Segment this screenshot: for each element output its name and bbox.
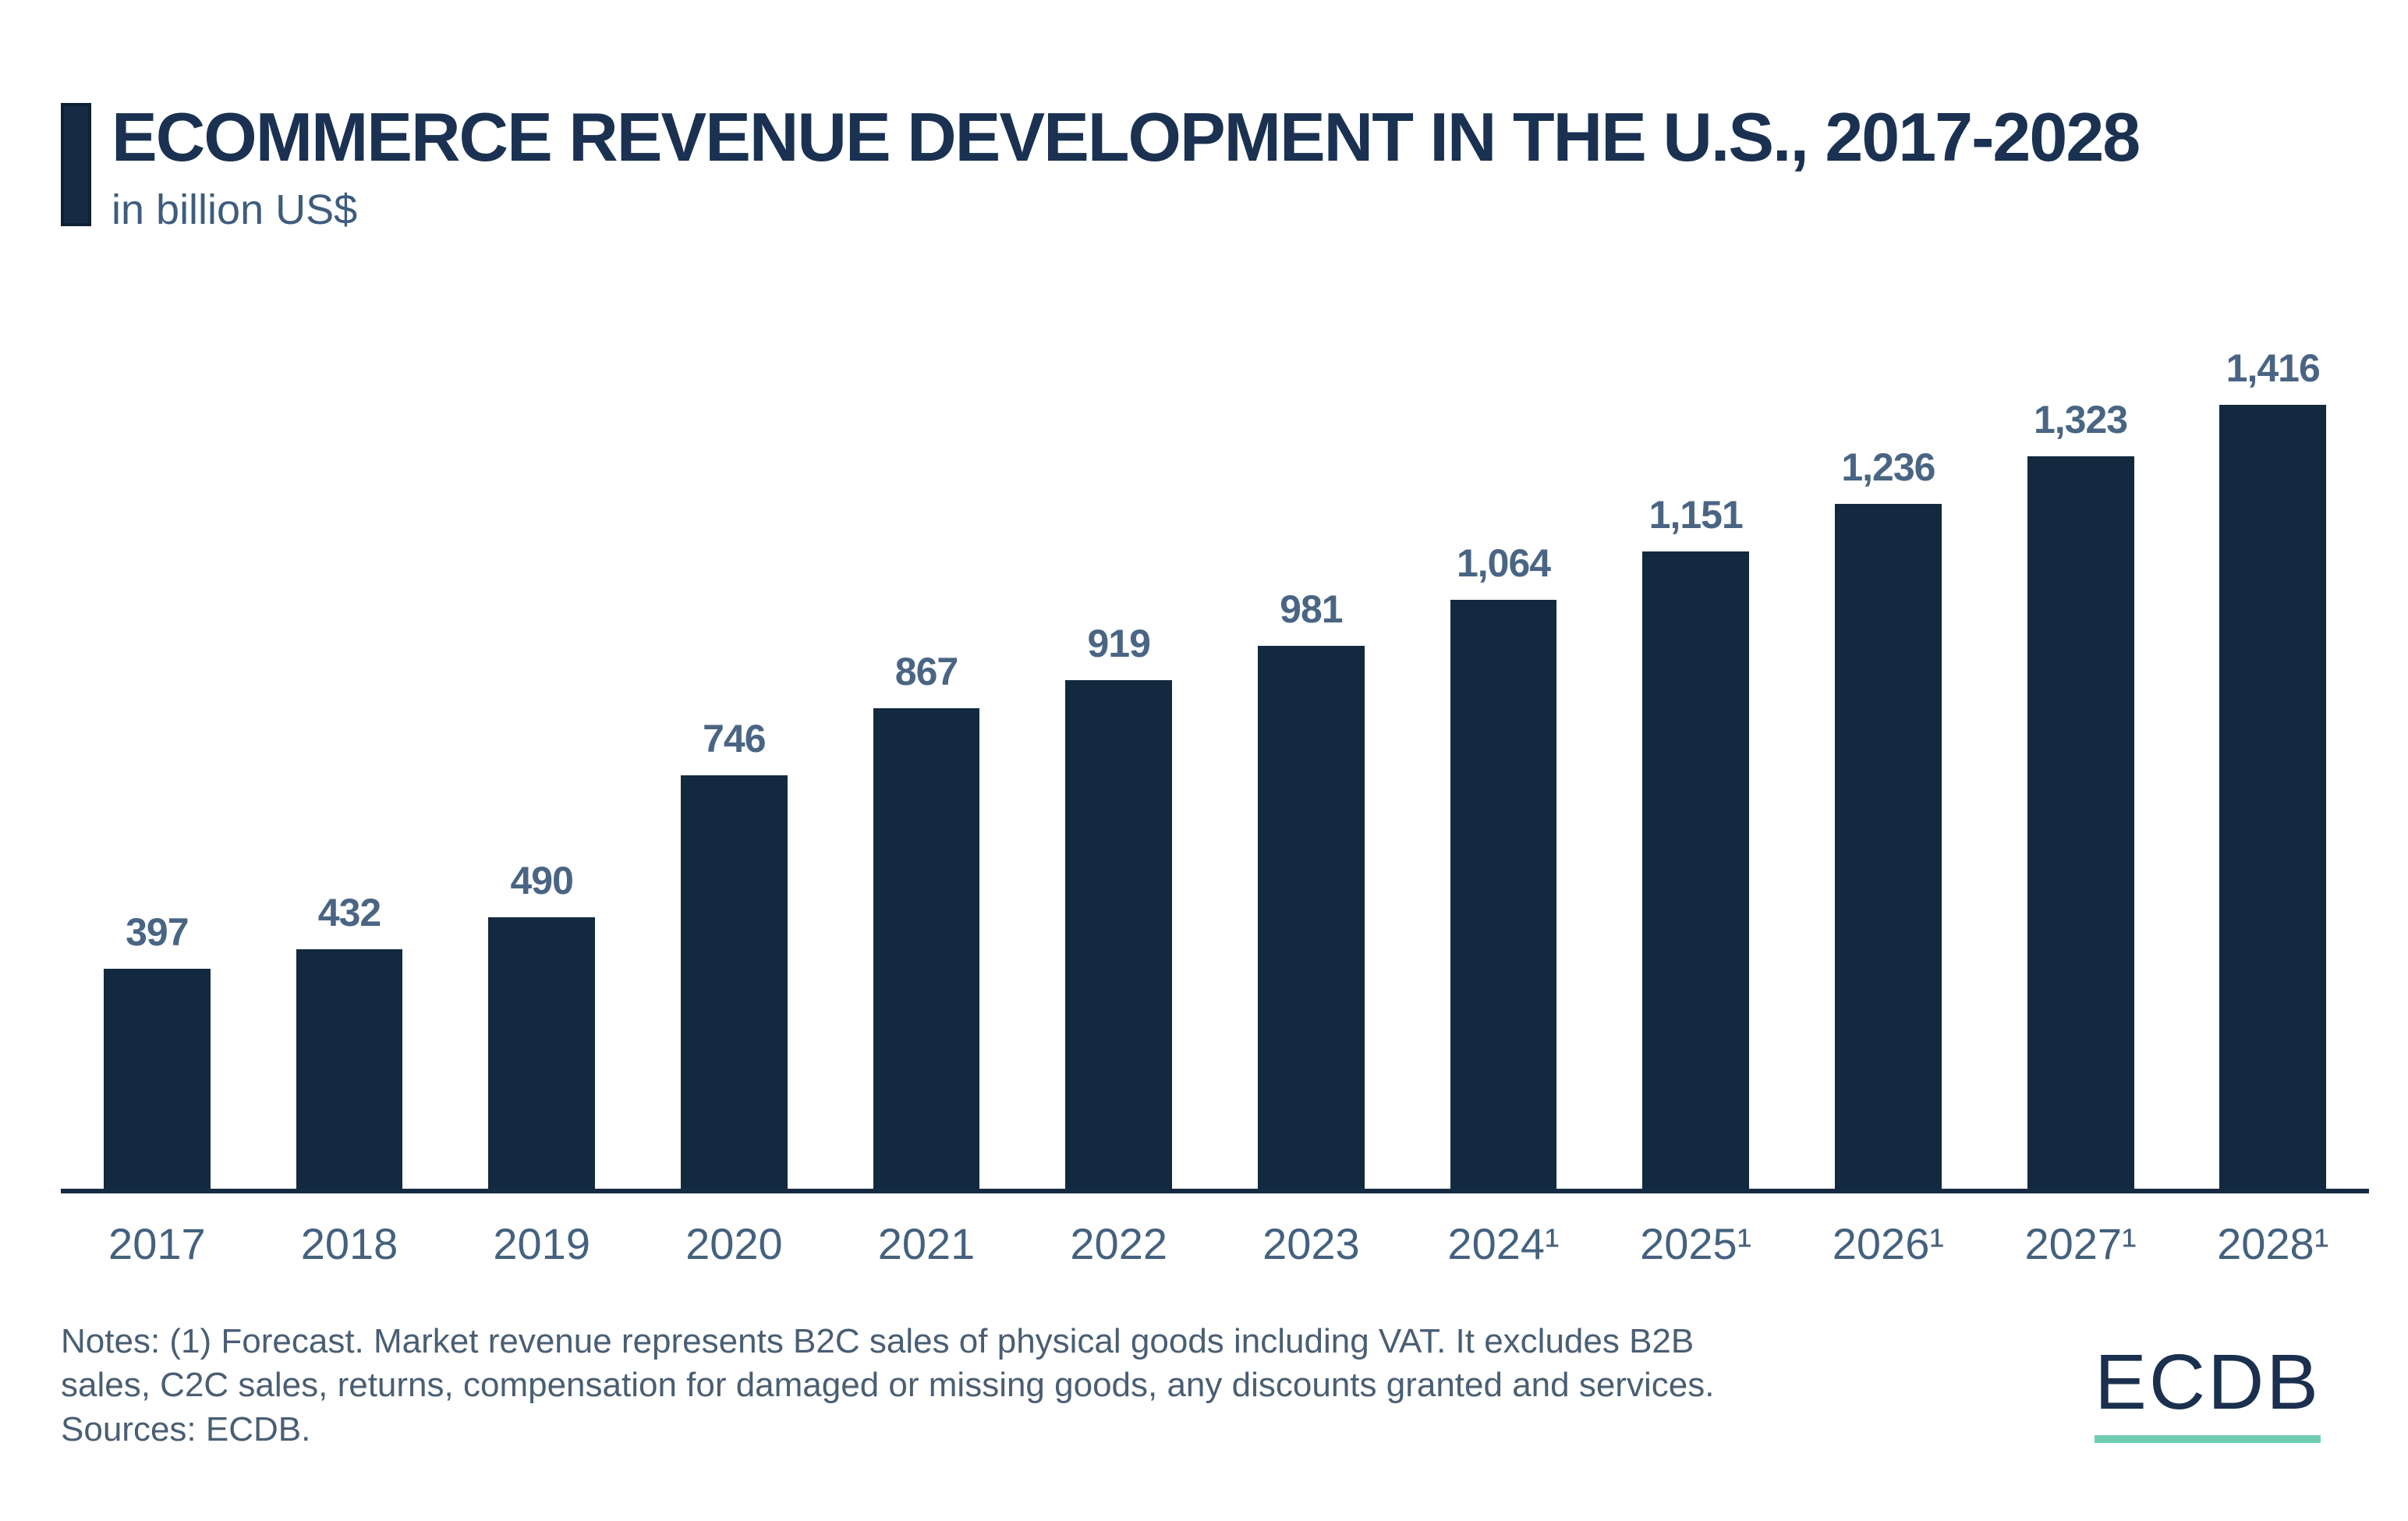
bar-value-label: 746 [703, 717, 766, 761]
x-axis-label: 2019 [493, 1219, 590, 1268]
bar-value-label: 1,323 [2033, 397, 2128, 441]
bar-value-label: 1,416 [2226, 346, 2321, 390]
title-block: ECOMMERCE REVENUE DEVELOPMENT IN THE U.S… [112, 98, 2141, 234]
title-accent-bar [61, 103, 91, 226]
bar [1257, 645, 1365, 1189]
bar [1642, 551, 1750, 1189]
bar-value-label: 1,064 [1456, 541, 1551, 585]
bar-column: 1,151 [1599, 303, 1792, 1189]
notes-line: sales, C2C sales, returns, compensation … [61, 1366, 1715, 1405]
x-axis-label: 2025¹ [1640, 1219, 1752, 1268]
x-axis-label: 2028¹ [2217, 1219, 2329, 1268]
bar-column: 490 [445, 303, 638, 1189]
bar-value-label: 867 [894, 650, 958, 694]
x-axis-label: 2023 [1262, 1219, 1360, 1268]
bar-column: 867 [830, 303, 1023, 1189]
bar [2219, 404, 2327, 1189]
bar [1450, 599, 1557, 1189]
ecdb-logo: ECDB [2095, 1343, 2321, 1443]
bar [1065, 679, 1173, 1189]
bar [873, 708, 980, 1189]
bar-column: 1,416 [2176, 303, 2369, 1189]
bar [296, 949, 403, 1189]
bar-value-label: 1,236 [1841, 445, 1935, 490]
bar-column: 432 [253, 303, 446, 1189]
ecdb-logo-underline [2095, 1435, 2321, 1443]
bar [488, 917, 596, 1189]
x-axis-label: 2018 [300, 1219, 398, 1268]
bar-value-label: 1,151 [1648, 492, 1744, 537]
bar-value-label: 919 [1087, 621, 1150, 665]
bar-column: 397 [61, 303, 253, 1189]
x-axis-label: 2024¹ [1447, 1219, 1560, 1268]
bar-value-label: 397 [126, 910, 189, 955]
x-axis-label: 2022 [1070, 1219, 1167, 1268]
bar-column: 919 [1022, 303, 1215, 1189]
chart-title: ECOMMERCE REVENUE DEVELOPMENT IN THE U.S… [112, 98, 2141, 176]
x-axis-label: 2020 [685, 1219, 783, 1268]
x-axis-label: 2017 [108, 1219, 206, 1268]
notes-line: Notes: (1) Forecast. Market revenue repr… [61, 1322, 1694, 1360]
bar-column: 1,323 [1985, 303, 2177, 1189]
chart-header: ECOMMERCE REVENUE DEVELOPMENT IN THE U.S… [61, 98, 2141, 234]
chart-plot-area: 397 432 490 746 867 919 981 1,064 1,151 1,236 1,32… [61, 303, 2369, 1193]
bar-value-label: 432 [317, 891, 381, 935]
bar-column: 1,064 [1408, 303, 1600, 1189]
bar-column: 746 [638, 303, 830, 1189]
ecdb-logo-text: ECDB [2095, 1338, 2321, 1426]
notes-line: Sources: ECDB. [61, 1409, 311, 1448]
bar-column: 1,236 [1792, 303, 1985, 1189]
bar [2027, 456, 2134, 1189]
bar [103, 969, 211, 1189]
bar [680, 775, 788, 1189]
x-axis-label: 2026¹ [1832, 1219, 1944, 1268]
chart-x-axis-labels: 2017 2018 2019 2020 2021 2022 2023 2024¹ 2025¹ 20… [61, 1218, 2369, 1269]
bar [1834, 504, 1942, 1189]
chart-subtitle: in billion US$ [112, 186, 358, 233]
chart-notes: Notes: (1) Forecast. Market revenue repr… [61, 1320, 1714, 1452]
bar-value-label: 490 [510, 859, 573, 903]
bar-column: 981 [1215, 303, 1408, 1189]
bar-value-label: 981 [1280, 587, 1343, 631]
x-axis-label: 2027¹ [2024, 1219, 2137, 1268]
x-axis-label: 2021 [877, 1219, 976, 1268]
